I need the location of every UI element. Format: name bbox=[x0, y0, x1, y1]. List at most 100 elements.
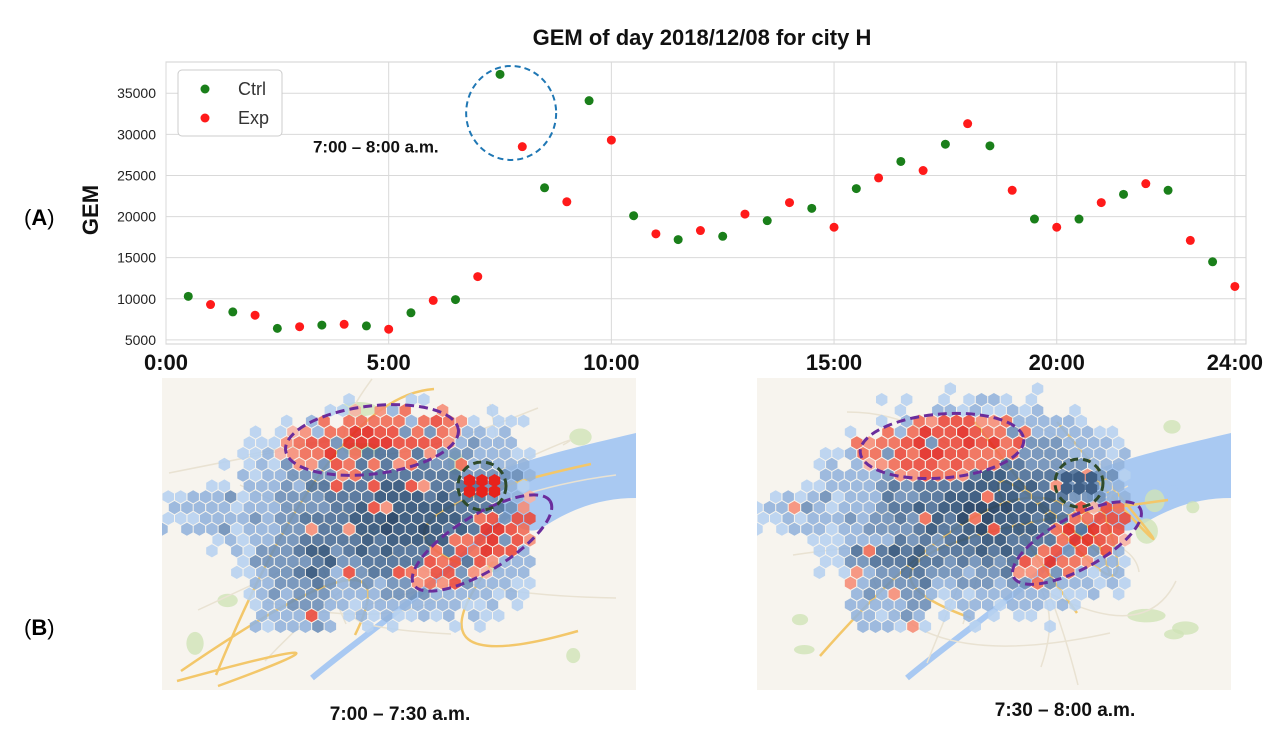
hex-cell bbox=[932, 447, 944, 461]
hex-cell bbox=[486, 533, 499, 547]
hex-cell bbox=[982, 490, 994, 504]
hex-cell bbox=[499, 576, 511, 590]
hex-cell bbox=[894, 511, 907, 525]
hex-cell bbox=[994, 490, 1006, 504]
legend-marker-ctrl bbox=[200, 84, 210, 94]
hex-cell bbox=[424, 468, 436, 482]
hex-cell bbox=[387, 619, 399, 633]
hex-cell bbox=[455, 565, 467, 579]
hex-cell bbox=[405, 501, 418, 515]
hex-cell bbox=[1119, 490, 1131, 504]
hex-cell bbox=[925, 414, 938, 428]
hex-cell bbox=[337, 490, 349, 504]
hex-cell bbox=[1112, 501, 1125, 515]
hex-cell bbox=[274, 533, 287, 547]
hex-cell bbox=[944, 447, 956, 461]
hex-cell bbox=[938, 609, 950, 623]
hex-cell bbox=[876, 609, 888, 623]
hex-cell bbox=[819, 511, 832, 525]
hex-cell bbox=[851, 587, 863, 601]
point-ctrl bbox=[896, 156, 906, 166]
hex-cell bbox=[349, 598, 361, 612]
hex-cell bbox=[838, 522, 850, 536]
hex-cell bbox=[380, 414, 393, 428]
hex-cell bbox=[493, 414, 505, 428]
hex-cell bbox=[362, 425, 374, 439]
hex-cell bbox=[832, 533, 844, 547]
hex-cell bbox=[1013, 414, 1025, 428]
hex-cell bbox=[349, 533, 361, 547]
hex-cell bbox=[913, 436, 925, 450]
hex-cell bbox=[807, 490, 819, 504]
hex-cell bbox=[343, 544, 355, 558]
hex-cell bbox=[281, 565, 293, 579]
hex-cell bbox=[919, 555, 932, 569]
hex-cell bbox=[1075, 457, 1087, 471]
hex-cell bbox=[1063, 522, 1075, 536]
hex-cell bbox=[405, 436, 418, 450]
hex-cell bbox=[1081, 447, 1094, 461]
hex-cell bbox=[1088, 522, 1100, 536]
hex-cell bbox=[468, 522, 480, 536]
point-ctrl bbox=[183, 291, 193, 301]
hex-cell bbox=[819, 447, 832, 461]
hex-cell bbox=[430, 544, 443, 558]
hex-cell bbox=[305, 609, 318, 623]
hex-cell bbox=[969, 447, 981, 461]
hex-cell bbox=[305, 457, 318, 471]
hex-cell bbox=[1075, 436, 1087, 450]
hex-cell bbox=[1075, 501, 1087, 515]
park-area bbox=[791, 613, 809, 626]
hex-cell bbox=[380, 479, 393, 493]
point-ctrl bbox=[228, 307, 238, 317]
hex-cell bbox=[474, 425, 486, 439]
hex-cell bbox=[468, 609, 480, 623]
hex-cell bbox=[455, 501, 467, 515]
hex-cell bbox=[1094, 533, 1106, 547]
hex-cell bbox=[863, 522, 875, 536]
point-ctrl bbox=[272, 323, 282, 333]
hex-cell bbox=[511, 598, 524, 612]
point-ctrl bbox=[718, 231, 728, 241]
hex-cell bbox=[411, 490, 424, 504]
hex-cell bbox=[517, 457, 530, 471]
hex-cell bbox=[305, 436, 318, 450]
hex-cell bbox=[474, 619, 486, 633]
hex-cell bbox=[826, 457, 838, 471]
hex-cell bbox=[894, 403, 907, 417]
hex-cell bbox=[418, 565, 430, 579]
hex-cell bbox=[1094, 447, 1106, 461]
hex-cell bbox=[944, 382, 956, 396]
hex-cell bbox=[399, 555, 411, 569]
hex-cell bbox=[324, 511, 337, 525]
hex-cell bbox=[461, 555, 474, 569]
hex-cell bbox=[988, 436, 1000, 450]
hex-cell bbox=[405, 414, 418, 428]
point-ctrl bbox=[1119, 189, 1129, 199]
hex-cell bbox=[851, 436, 863, 450]
hex-cell bbox=[1073, 481, 1085, 495]
hex-cell bbox=[493, 436, 505, 450]
hex-cell bbox=[430, 457, 443, 471]
hex-cell bbox=[888, 522, 900, 536]
hex-cell bbox=[524, 555, 536, 569]
hex-cell bbox=[524, 468, 536, 482]
hex-cell bbox=[919, 511, 932, 525]
hex-cell bbox=[436, 490, 449, 504]
hex-cell bbox=[249, 490, 262, 504]
hex-cell bbox=[480, 522, 492, 536]
hex-cell bbox=[919, 598, 932, 612]
hex-cell bbox=[387, 511, 399, 525]
hex-cell bbox=[380, 544, 393, 558]
hex-cell bbox=[994, 511, 1006, 525]
hex-cell bbox=[1025, 436, 1038, 450]
hex-cell bbox=[187, 490, 199, 504]
hex-cell bbox=[1081, 555, 1094, 569]
point-exp bbox=[1052, 222, 1062, 232]
hex-cell bbox=[168, 501, 181, 515]
hex-cell bbox=[1112, 565, 1125, 579]
legend: Ctrl Exp bbox=[177, 69, 283, 137]
hex-cell bbox=[449, 533, 461, 547]
hex-cell bbox=[888, 565, 900, 579]
hex-cell bbox=[274, 511, 287, 525]
